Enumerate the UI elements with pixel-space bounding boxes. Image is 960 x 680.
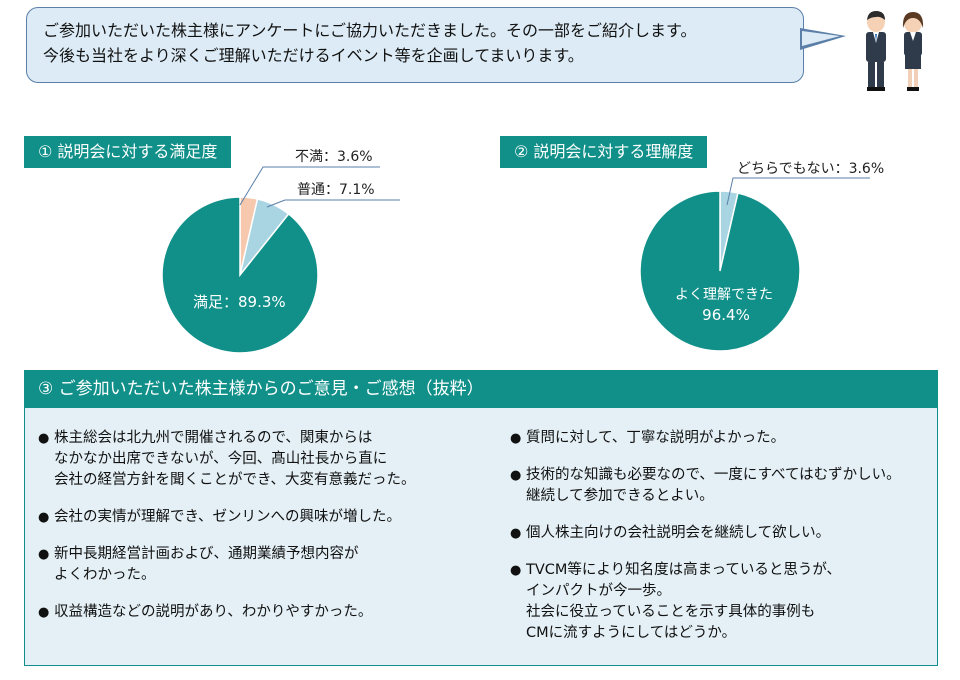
- slice-label-neither: どちらでもない：3.6%: [737, 161, 884, 177]
- pie-slice-よく理解できた: [639, 190, 801, 352]
- intro-line-2: 今後も当社をより深くご理解いただけるイベント等を企画してまいります。: [43, 46, 584, 65]
- slice-label-understood-value: 96.4%: [702, 306, 750, 324]
- intro-speech-bubble: ご参加いただいた株主様にアンケートにご協力いただきました。その一部をご紹介します…: [26, 7, 804, 83]
- opinions-title: ③ ご参加いただいた株主様からのご意見・ご感想（抜粋）: [24, 370, 938, 408]
- understanding-pie-chart: どちらでもない：3.6% よく理解できた 96.4%: [639, 161, 884, 352]
- chart2-title: ② 説明会に対する理解度: [500, 136, 708, 168]
- chart1-title: ① 説明会に対する満足度: [24, 136, 232, 168]
- slice-label-understood: よく理解できた: [675, 287, 773, 303]
- opinion-item: 会社の実情が理解でき、ゼンリンへの興味が増した。: [38, 507, 478, 528]
- slice-label-satisfied: 満足：89.3%: [193, 293, 286, 311]
- man-figure-icon: [866, 11, 886, 91]
- speech-bubble-tail-fill: [802, 31, 840, 46]
- opinion-item: 質問に対して、丁寧な説明がよかった。: [510, 428, 930, 449]
- woman-figure-icon: [902, 12, 924, 91]
- intro-line-1: ご参加いただいた株主様にアンケートにご協力いただきました。その一部をご紹介します…: [43, 21, 697, 40]
- label-leader-line: [726, 177, 870, 206]
- opinion-item: 収益構造などの説明があり、わかりやすかった。: [38, 602, 478, 623]
- opinion-item: 株主総会は北九州で開催されるので、関東からは なかなか出席できないが、今回、髙山…: [38, 428, 478, 491]
- slice-label-neutral: 普通：7.1%: [297, 182, 375, 198]
- opinions-right-column: 質問に対して、丁寧な説明がよかった。 技術的な知識も必要なので、一度にすべてはむ…: [510, 428, 930, 644]
- opinion-item: 技術的な知識も必要なので、一度にすべてはむずかしい。 継続して参加できるとよい。: [510, 465, 930, 507]
- opinions-left-column: 株主総会は北九州で開催されるので、関東からは なかなか出席できないが、今回、髙山…: [38, 428, 478, 623]
- opinion-item: TVCM等により知名度は高まっていると思うが、 インパクトが今一歩。 社会に役立…: [510, 560, 930, 644]
- satisfaction-pie-chart: 不満：3.6% 普通：7.1% 満足：89.3%: [161, 149, 400, 354]
- label-leader-line: [266, 199, 400, 208]
- pie-slice-満足: [161, 196, 319, 354]
- opinion-item: 個人株主向けの会社説明会を継続して欲しい。: [510, 523, 930, 544]
- bowing-staff-icon: [866, 11, 924, 91]
- label-leader-line: [239, 166, 380, 206]
- opinion-item: 新中長期経営計画および、通期業績予想内容が よくわかった。: [38, 544, 478, 586]
- slice-label-dissatisfied: 不満：3.6%: [295, 149, 373, 165]
